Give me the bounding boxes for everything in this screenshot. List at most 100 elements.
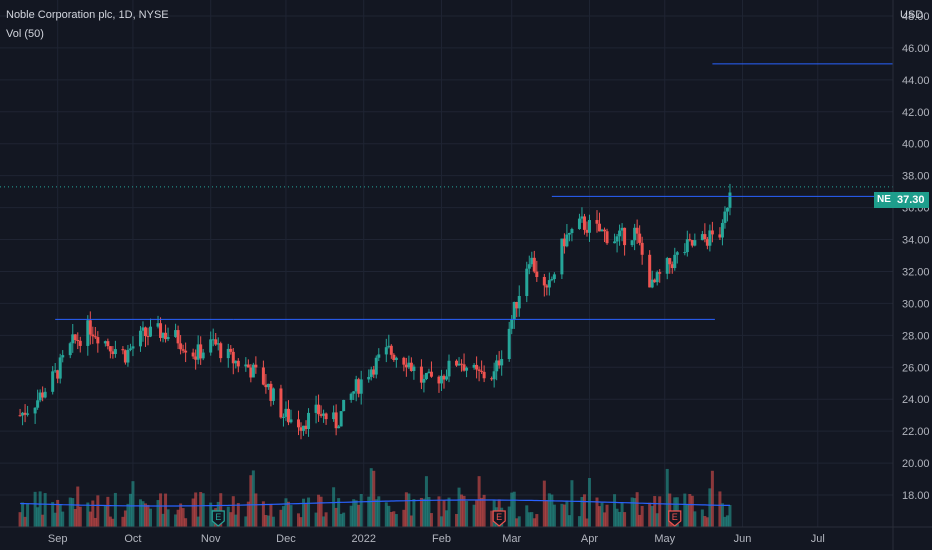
- volume-bar: [254, 493, 258, 527]
- candle-body: [455, 360, 459, 366]
- volume-bar: [123, 510, 127, 527]
- volume-bar: [723, 516, 727, 527]
- volume-bar: [562, 504, 566, 527]
- candle-body: [404, 364, 408, 368]
- volume-bar: [633, 498, 637, 527]
- candle-body: [600, 229, 604, 232]
- volume-bar: [683, 493, 687, 527]
- earnings-badge: [668, 510, 682, 527]
- candle-body: [113, 349, 117, 355]
- candle-body: [106, 341, 110, 347]
- volume-bar: [595, 497, 599, 527]
- candle-body: [480, 370, 484, 372]
- volume-bar: [460, 494, 464, 527]
- volume-bar: [337, 498, 341, 527]
- candle-body: [261, 367, 265, 385]
- candle-body: [286, 408, 290, 423]
- volume-bar: [26, 503, 30, 527]
- price-axis[interactable]: 18.00 20.00 22.00 24.00 26.00 28.00 30.00 32.00…: [892, 0, 930, 550]
- candle-body: [138, 330, 142, 347]
- volume-bar: [442, 500, 446, 527]
- volume-bar: [668, 493, 672, 527]
- volume-bar: [58, 505, 62, 527]
- volume-bar: [138, 499, 142, 527]
- volume-bar: [299, 517, 303, 527]
- candle-body: [184, 350, 188, 353]
- volume-bar: [582, 494, 586, 527]
- volume-bar: [703, 515, 707, 527]
- candle-body: [582, 216, 586, 230]
- candle-body: [562, 238, 566, 247]
- candle-body: [445, 376, 448, 380]
- volume-bar: [402, 509, 406, 527]
- volume-bar: [565, 501, 569, 527]
- candle-body: [525, 268, 529, 297]
- volume-bar: [580, 496, 584, 527]
- candle-body: [249, 367, 253, 378]
- volume-bar: [635, 492, 639, 527]
- volume-bar: [141, 501, 145, 527]
- volume-bar: [126, 503, 130, 527]
- volume-bar: [324, 512, 328, 527]
- earnings-letter: E: [496, 512, 502, 522]
- volume-bar: [339, 513, 343, 527]
- candle-body: [304, 425, 308, 430]
- volume-bar: [577, 516, 581, 527]
- volume-bar: [685, 503, 689, 527]
- x-tick-label: Sep: [48, 533, 68, 545]
- y-tick-label: 18.00: [902, 490, 930, 502]
- earnings-icon: E: [211, 510, 225, 527]
- y-tick-label: 30.00: [902, 298, 930, 310]
- candle-body: [613, 241, 617, 244]
- horizontal-lines[interactable]: [0, 63, 893, 320]
- currency-label: USD: [900, 9, 924, 21]
- candle-body: [439, 375, 443, 384]
- volume-bar: [21, 502, 25, 527]
- candle-body: [372, 369, 376, 375]
- candle-body: [201, 352, 205, 359]
- candle-body: [650, 279, 654, 288]
- time-axis[interactable]: Sep Oct Nov Dec 2022 Feb Mar Apr May Jun Jul: [0, 526, 932, 545]
- candle-body: [675, 252, 679, 255]
- volume-bar: [191, 498, 195, 527]
- candle-body: [284, 408, 288, 417]
- x-tick-label: Jun: [734, 533, 752, 545]
- candle-body: [319, 414, 323, 416]
- volume-bar: [445, 510, 448, 527]
- volume-bar: [226, 506, 230, 527]
- volume-bar: [550, 494, 554, 527]
- volume-bar: [176, 509, 180, 527]
- volume-bar: [229, 512, 233, 527]
- candle-body: [21, 412, 25, 416]
- candle-body: [357, 379, 361, 394]
- candle-body: [517, 296, 521, 309]
- candle-body: [279, 388, 283, 418]
- volume-bar: [690, 495, 694, 527]
- candle-body: [23, 412, 27, 415]
- y-tick-label: 48.00: [902, 11, 930, 23]
- candle-body: [196, 344, 200, 360]
- candle-body: [585, 229, 589, 233]
- earnings-letter: E: [672, 512, 678, 522]
- volume-bar: [71, 498, 75, 527]
- candle-body: [377, 354, 381, 358]
- volume-bar: [111, 518, 115, 527]
- volume-bar: [623, 512, 627, 527]
- volume-indicator-label[interactable]: Vol (50): [6, 28, 44, 40]
- volume-bar: [128, 493, 132, 527]
- volume-bar: [18, 512, 22, 527]
- candle-body: [532, 257, 536, 272]
- volume-bar: [41, 514, 45, 527]
- volume-bar: [394, 514, 398, 527]
- volume-bar: [640, 505, 644, 527]
- volume-bar: [304, 503, 308, 527]
- volume-bar: [613, 494, 617, 527]
- candle-body: [570, 229, 574, 234]
- earnings-badge: [211, 510, 225, 527]
- candle-body: [161, 332, 165, 338]
- symbol-title[interactable]: Noble Corporation plc, 1D, NYSE: [6, 9, 169, 21]
- candle-body: [384, 347, 388, 355]
- volume-bar: [164, 493, 168, 527]
